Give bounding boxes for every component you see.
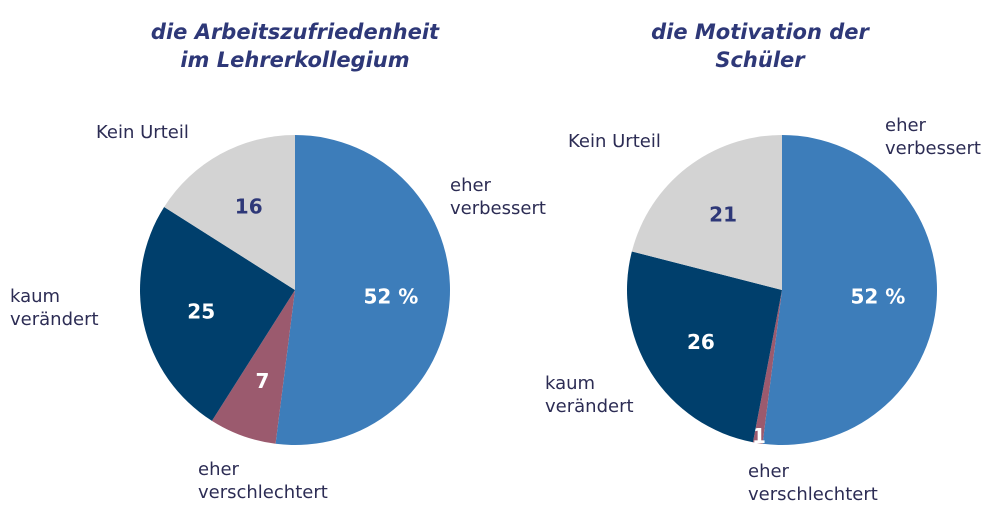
data-label: 26: [687, 330, 715, 354]
data-label: 52 %: [363, 285, 418, 309]
data-label: 21: [709, 203, 737, 227]
pie-slice: [164, 135, 295, 290]
category-label: eher verbessert: [885, 115, 981, 159]
pie-slice: [752, 290, 782, 444]
data-label: 7: [255, 369, 269, 393]
data-label: 52 %: [850, 285, 905, 309]
category-label: kaum verändert: [545, 373, 634, 417]
data-label: 1: [752, 424, 766, 448]
pie-slice: [211, 290, 295, 444]
chart-title: die Arbeitszufriedenheit im Lehrerkolleg…: [150, 20, 440, 72]
category-label: Kein Urteil: [96, 122, 189, 143]
category-label: eher verschlechtert: [748, 461, 878, 505]
category-label: eher verschlechtert: [198, 459, 328, 503]
pie-slice: [762, 135, 937, 445]
data-label: 16: [235, 194, 263, 218]
category-label: kaum verändert: [10, 286, 99, 330]
category-label: eher verbessert: [450, 175, 546, 219]
pie-slice: [631, 135, 782, 290]
pie-slice: [627, 251, 782, 443]
data-label: 25: [187, 299, 215, 323]
pie-slice: [139, 206, 295, 421]
chart-title: die Motivation der Schüler: [651, 20, 869, 72]
pie-slice: [275, 135, 450, 445]
category-label: Kein Urteil: [568, 131, 661, 152]
